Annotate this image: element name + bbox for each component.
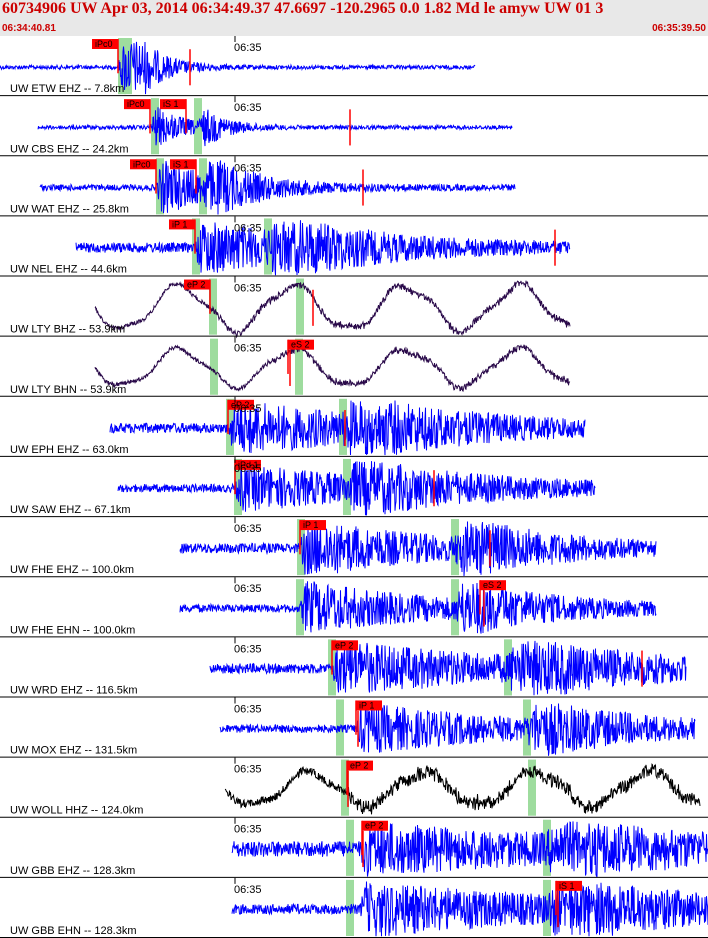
trace-12-pick-flag-1	[356, 700, 382, 711]
trace-2-minute-label: 06:35	[234, 102, 262, 114]
trace-2-pick-text-2: iS 1	[163, 99, 179, 109]
trace-8-pick-text-1: iPd 1	[238, 460, 259, 470]
trace-9-waveform	[179, 521, 657, 577]
trace-12-waveform	[219, 702, 696, 756]
trace-3-pick-flag-1	[130, 159, 156, 170]
trace-6-pick-flag-1	[288, 339, 314, 350]
trace-1-pick-flag-1	[92, 39, 118, 49]
trace-9-phase-band-1	[297, 519, 305, 576]
trace-14-pick-text-1: eP 2	[365, 821, 383, 831]
trace-14-station-label: UW GBB EHZ -- 128.3km	[10, 865, 135, 877]
trace-15-pick-text-1: iS 1	[559, 881, 575, 891]
trace-8-minute-label: 06:35	[234, 463, 262, 475]
trace-11-pick-text-1: eP 2	[335, 640, 353, 650]
trace-6-minute-label: 06:35	[234, 343, 262, 355]
trace-10-pick-text-1: eS 2	[483, 580, 502, 590]
trace-4-minute-label: 06:35	[234, 222, 262, 234]
trace-3-station-label: UW WAT EHZ -- 25.8km	[10, 203, 129, 215]
trace-5-pick-flag-1	[184, 279, 210, 290]
trace-10-waveform	[179, 581, 657, 634]
trace-15-minute-label: 06:35	[234, 884, 262, 896]
trace-7-pick-text-1: eP 2	[231, 400, 249, 410]
trace-9-pick-text-1: iP 1	[303, 520, 318, 530]
trace-13-waveform	[224, 763, 701, 815]
trace-13-pick-text-1: eP 2	[350, 761, 368, 771]
trace-4-station-label: UW NEL EHZ -- 44.6km	[10, 264, 127, 276]
trace-1-station-label: UW ETW EHZ -- 7.8km	[10, 83, 124, 95]
trace-10-station-label: UW FHE EHN -- 100.0km	[10, 624, 135, 636]
trace-12-station-label: UW MOX EHZ -- 131.5km	[10, 745, 137, 757]
trace-6-station-label: UW LTY BHN -- 53.9km	[10, 384, 126, 396]
window-start-time: 06:34:40.81	[2, 23, 56, 34]
trace-3-pick-text-2: iS 1	[173, 159, 189, 169]
trace-9-pick-flag-1	[300, 520, 326, 531]
trace-4-waveform	[75, 220, 571, 276]
trace-2-station-label: UW CBS EHZ -- 24.2km	[10, 143, 129, 155]
trace-3-pick-flag-2	[170, 159, 196, 170]
trace-8-phase-band-1	[234, 458, 242, 516]
trace-13-station-label: UW WOLL HHZ -- 124.0km	[10, 805, 143, 817]
trace-3-waveform	[39, 160, 516, 215]
trace-14-pick-flag-1	[362, 820, 388, 831]
trace-2-waveform	[37, 107, 513, 147]
trace-14-minute-label: 06:35	[234, 824, 262, 836]
trace-1-pick-text-1: iPc0	[95, 39, 113, 49]
trace-15-phase-band-1	[346, 879, 354, 936]
trace-8-pick-flag-1	[235, 459, 261, 470]
trace-11-minute-label: 06:35	[234, 643, 262, 655]
trace-6-waveform	[94, 344, 571, 393]
trace-5-station-label: UW LTY BHZ -- 53.9km	[10, 324, 125, 336]
trace-10-minute-label: 06:35	[234, 583, 262, 595]
trace-7-pick-flag-1	[228, 399, 254, 410]
trace-7-station-label: UW EPH EHZ -- 63.0km	[10, 444, 129, 456]
trace-12-minute-label: 06:35	[234, 703, 262, 715]
event-title: 60734906 UW Apr 03, 2014 06:34:49.37 47.…	[2, 0, 604, 17]
trace-5-pick-text-1: eP 2	[187, 280, 205, 290]
trace-3-pick-text-1: iPc0	[133, 159, 151, 169]
trace-3-phase-band-1	[156, 158, 164, 215]
trace-8-station-label: UW SAW EHZ -- 67.1km	[10, 504, 131, 516]
trace-13-pick-flag-1	[347, 760, 373, 771]
trace-15-station-label: UW GBB EHN -- 128.3km	[10, 925, 137, 937]
trace-4-pick-flag-1	[169, 219, 195, 230]
trace-11-waveform	[209, 640, 687, 696]
trace-15-waveform	[231, 881, 708, 937]
trace-5-waveform	[94, 280, 571, 339]
trace-3-minute-label: 06:35	[234, 162, 262, 174]
trace-13-minute-label: 06:35	[234, 764, 262, 776]
trace-2-pick-flag-1	[124, 99, 150, 110]
trace-7-minute-label: 06:35	[234, 403, 262, 415]
window-end-time: 06:35:39.50	[652, 23, 706, 34]
trace-14-waveform	[231, 821, 708, 878]
trace-2-pick-flag-2	[160, 99, 186, 110]
trace-12-pick-text-1: iP 1	[359, 700, 374, 710]
trace-10-pick-flag-1	[480, 580, 506, 591]
trace-5-minute-label: 06:35	[234, 283, 262, 295]
trace-7-waveform	[109, 400, 586, 456]
trace-6-phase-band-1	[210, 338, 218, 395]
trace-11-station-label: UW WRD EHZ -- 116.5km	[10, 684, 138, 696]
trace-13-phase-band-1	[341, 759, 349, 816]
trace-1-phase-band-1	[118, 38, 126, 95]
trace-6-phase-band-2	[295, 338, 303, 395]
trace-9-station-label: UW FHE EHZ -- 100.0km	[10, 564, 134, 576]
trace-11-pick-flag-1	[332, 640, 358, 651]
trace-1-waveform	[0, 41, 476, 95]
trace-9-minute-label: 06:35	[234, 523, 262, 535]
event-header: 60734906 UW Apr 03, 2014 06:34:49.37 47.…	[0, 0, 708, 36]
trace-1-minute-label: 06:35	[234, 42, 262, 54]
trace-15-pick-flag-1	[556, 880, 582, 891]
trace-13-phase-band-2	[528, 759, 536, 816]
trace-5-phase-band-2	[296, 278, 304, 335]
trace-2-pick-text-1: iPc0	[127, 99, 145, 109]
trace-4-pick-text-1: iP 1	[172, 219, 187, 229]
trace-6-pick-text-1: eS 2	[291, 340, 310, 350]
trace-8-waveform	[117, 461, 596, 516]
